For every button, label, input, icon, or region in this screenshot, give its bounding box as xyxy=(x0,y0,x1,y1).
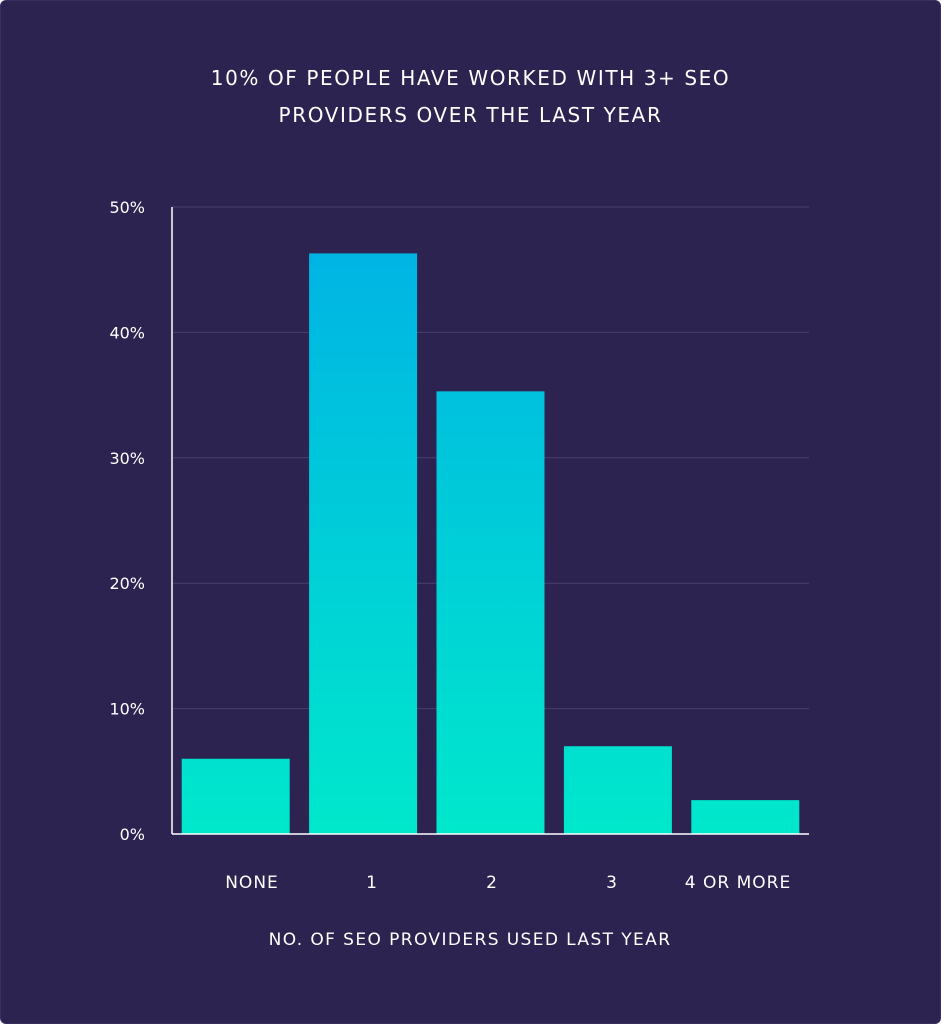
labels: 0% 10% 20% 30% 40% 50% NONE 1 2 3 4 OR MORE NO. OF … xyxy=(109,198,791,950)
y-tick-label: 20% xyxy=(109,574,145,593)
bar-2 xyxy=(436,391,545,834)
y-tick-label: 30% xyxy=(109,449,145,468)
x-tick-label: 4 OR MORE xyxy=(685,873,791,893)
bar-4-or-more xyxy=(691,800,800,834)
chart-title-line-2: PROVIDERS OVER THE LAST YEAR xyxy=(278,103,663,127)
bar-3 xyxy=(563,746,672,834)
chart-title-line-1: 10% OF PEOPLE HAVE WORKED WITH 3+ SEO xyxy=(210,66,731,90)
axes xyxy=(171,207,809,835)
bars xyxy=(181,253,800,834)
x-axis-title: NO. OF SEO PROVIDERS USED LAST YEAR xyxy=(269,930,672,950)
x-tick-label: 2 xyxy=(486,873,498,893)
y-tick-label: 0% xyxy=(120,825,145,844)
bar-1 xyxy=(309,253,418,834)
y-tick-label: 40% xyxy=(109,323,145,342)
bar-none xyxy=(181,758,290,834)
x-tick-label: 3 xyxy=(606,873,618,893)
x-tick-label: 1 xyxy=(366,873,378,893)
y-tick-label: 10% xyxy=(109,700,145,719)
x-tick-label: NONE xyxy=(225,873,279,893)
y-tick-label: 50% xyxy=(109,198,145,217)
